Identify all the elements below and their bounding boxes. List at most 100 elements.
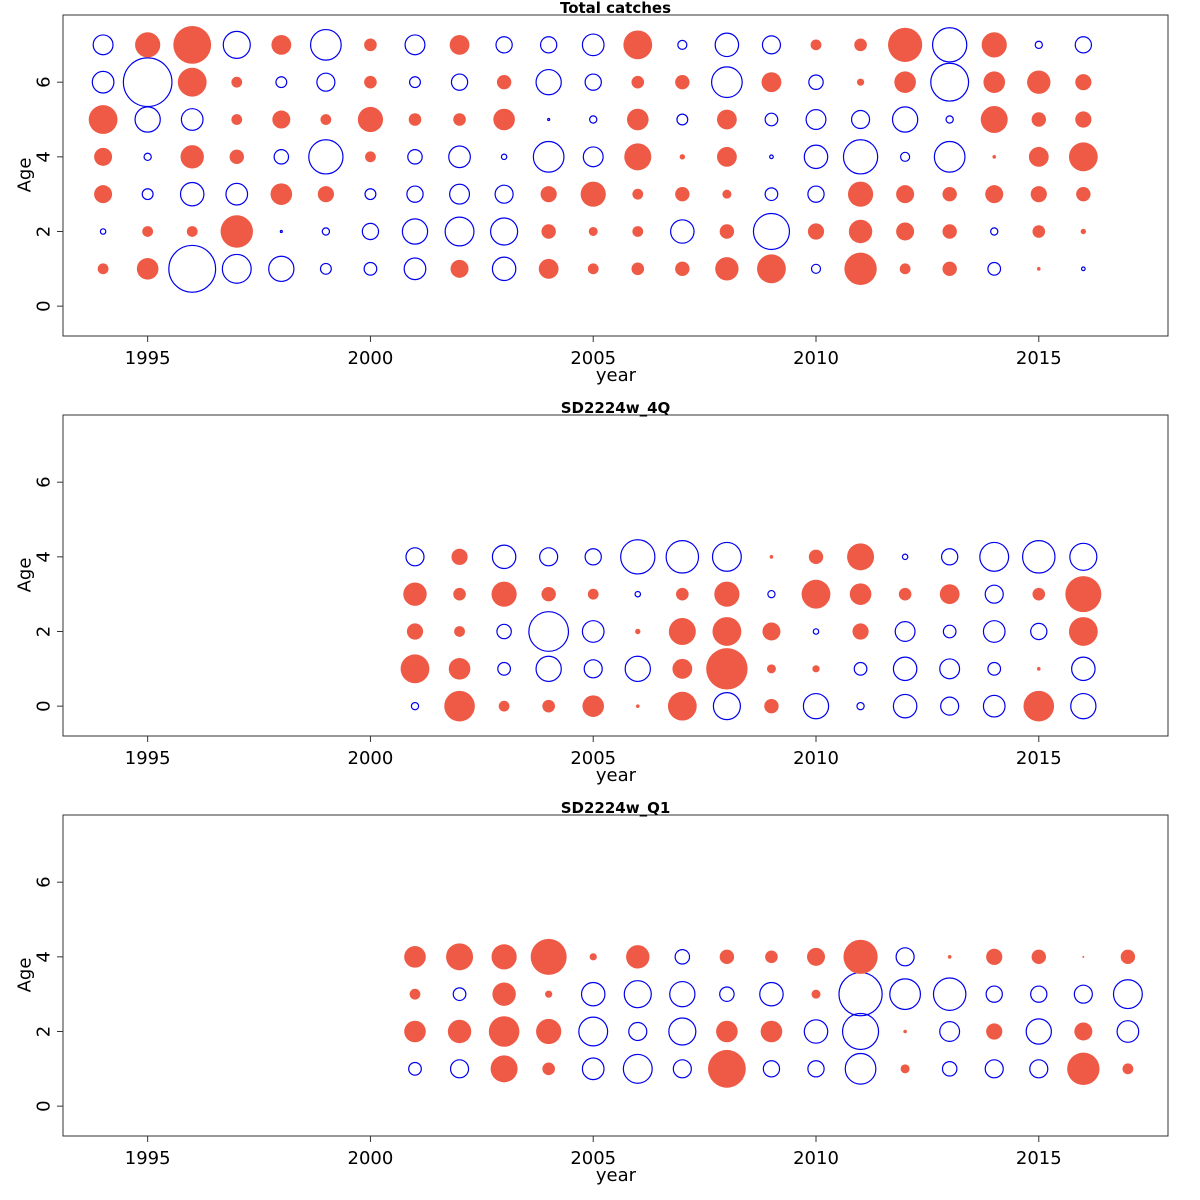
bubble-positive [136,258,159,280]
bubble-positive [719,949,735,965]
bubble-positive [272,110,291,129]
bubble-negative [408,1061,422,1076]
bubble-negative [179,181,205,207]
bubble-negative [808,74,824,90]
bubble-positive [186,226,198,237]
bubble-positive [404,1020,426,1043]
bubble-positive [810,39,822,51]
bubble-positive [1076,186,1091,202]
bubble-negative [810,263,822,274]
bubble-positive [635,704,640,708]
bubble-positive [453,113,466,126]
bubble-positive [538,258,559,279]
bubble-negative [535,655,562,683]
plot-frame [62,414,1169,737]
bubble-negative [894,620,916,642]
bubble-negative [940,548,959,566]
bubble-positive [849,583,872,605]
x-axis-label: year [596,765,637,786]
bubble-positive [447,1019,472,1044]
bubble-negative [812,628,820,635]
bubble-positive [1030,186,1047,203]
bubble-positive [365,151,376,163]
bubble-negative [982,694,1006,718]
y-tick-label: 2 [34,226,55,237]
y-axis-label: Age [15,558,36,593]
y-tick-label: 4 [34,551,55,562]
bubble-negative [584,548,602,566]
bubble-positive [449,34,470,55]
bubble-positive [716,109,737,130]
bubble-positive [496,74,512,90]
plot-frame [62,814,1169,1137]
bubble-positive [1031,112,1046,127]
bubble-positive [404,946,426,968]
bubble-positive [1074,1022,1093,1041]
bubble-negative [582,146,604,168]
bubble-positive [716,146,737,167]
bubble-positive [1023,690,1055,722]
bubble-positive [675,186,690,202]
bubble-positive [631,262,645,276]
bubble-positive [97,263,109,275]
bubble-positive [587,588,599,600]
bubble-positive [888,27,923,62]
bubble-negative [767,589,776,599]
bubble-positive [714,581,740,607]
bubble-negative [803,144,829,170]
bubble-positive [493,108,515,131]
bubble-positive [1075,111,1092,128]
x-tick-label: 1995 [125,348,171,369]
bubble-negative [1073,984,1093,1004]
bubble-positive [716,1020,738,1043]
bubble-negative [714,32,740,58]
bubble-negative [807,185,825,203]
bubble-positive [843,939,878,974]
bubble-negative [225,182,249,206]
bubble-negative [802,692,830,720]
x-tick-label: 2000 [348,748,394,769]
bubble-positive [541,224,556,239]
x-tick-label: 2005 [570,748,616,769]
bubble-negative [581,620,605,643]
bubble-negative [668,1017,697,1046]
bubble-negative [931,27,968,63]
bubble-positive [675,74,690,90]
bubble-negative [622,1053,653,1084]
panel-title: SD2224w_Q1 [561,799,671,817]
bubble-negative [984,1059,1004,1079]
bubble-negative [583,659,603,679]
panel-title: SD2224w_4Q [561,399,671,417]
bubble-negative [580,981,606,1007]
bubble-positive [317,186,334,203]
bubble-positive [715,257,739,281]
y-tick-label: 6 [34,876,55,887]
y-tick-label: 6 [34,476,55,487]
bubble-positive [679,154,686,160]
bubble-positive [545,990,553,998]
bubble-negative [528,611,570,652]
bubble-positive [1068,142,1098,172]
x-tick-label: 2015 [1016,748,1062,769]
bubble-positive [631,75,645,89]
plot-frame [62,14,1169,337]
bubble-positive [177,67,207,97]
bubble-negative [672,1059,692,1079]
y-tick-label: 4 [34,951,55,962]
bubble-negative [268,255,295,283]
bubble-negative [677,39,688,50]
bubble-positive [712,617,742,646]
bubble-positive [896,185,915,204]
x-tick-label: 1995 [125,1148,171,1169]
bubble-positive [490,1055,518,1083]
bubble-negative [361,222,380,241]
bubble-negative [889,978,922,1011]
bubble-positive [403,582,427,606]
chart-panel-3: SD2224w_Q1 1995 2000 2005 2010 2015 0 2 4 6 year Ag… [15,799,1169,1186]
bubble-positive [981,32,1007,58]
bubble-negative [1080,266,1086,272]
bubble-positive [1120,949,1136,965]
bubble-negative [319,262,332,275]
bubble-negative [901,553,909,561]
bubble-positive [409,988,421,1000]
